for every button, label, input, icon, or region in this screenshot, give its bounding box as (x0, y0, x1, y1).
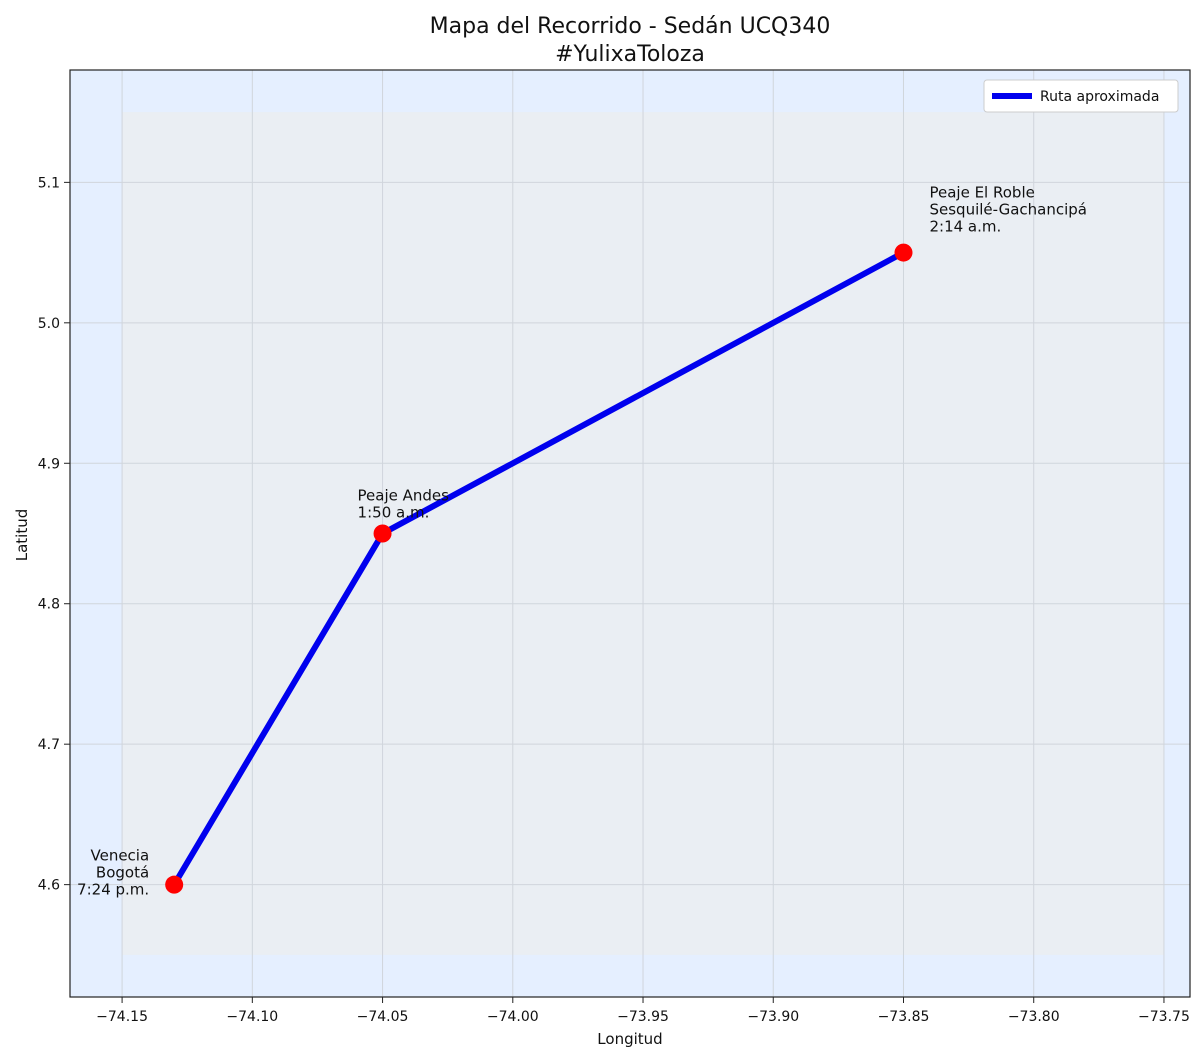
y-tick-label: 4.6 (38, 878, 60, 894)
x-tick-label: −73.95 (617, 1009, 669, 1025)
x-tick-label: −74.00 (487, 1009, 539, 1025)
point-label: Bogotá (96, 864, 149, 882)
y-tick-label: 4.8 (38, 597, 60, 613)
y-axis-label: Latitud (13, 509, 31, 562)
point-label: Venecia (91, 847, 150, 865)
x-tick-label: −74.05 (357, 1009, 409, 1025)
y-tick-label: 5.0 (38, 316, 60, 332)
x-tick-label: −73.90 (747, 1009, 799, 1025)
route-marker (373, 524, 392, 543)
x-tick-label: −73.80 (1008, 1009, 1060, 1025)
legend: Ruta aproximada (983, 79, 1179, 113)
point-label: 1:50 a.m. (358, 504, 430, 522)
chart-title: Mapa del Recorrido - Sedán UCQ340 (430, 14, 831, 39)
x-tick-label: −73.85 (878, 1009, 930, 1025)
x-tick-label: −74.15 (96, 1009, 148, 1025)
route-marker (165, 875, 184, 894)
legend-route-label: Ruta aproximada (1040, 89, 1159, 105)
x-tick-label: −74.10 (226, 1009, 278, 1025)
y-axis: 4.6 4.7 4.8 4.9 5.0 5.1 (38, 175, 70, 894)
legend-box (983, 79, 1179, 113)
x-tick-label: −73.75 (1138, 1009, 1190, 1025)
chart-subtitle: #YulixaToloza (555, 42, 705, 67)
plot-frame (69, 69, 1191, 998)
point-label: 7:24 p.m. (77, 881, 149, 899)
x-axis: −74.15 −74.10 −74.05 −74.00 −73.95 −73.90 −73.… (96, 997, 1190, 1025)
point-label: Sesquilé-Gachancipá (929, 201, 1087, 219)
point-label: Peaje El Roble (929, 184, 1034, 202)
point-label: Peaje Andes (358, 487, 450, 505)
grid-lines (70, 70, 1190, 997)
route-marker (894, 243, 913, 262)
y-tick-label: 4.9 (38, 456, 60, 472)
y-tick-label: 5.1 (38, 175, 60, 191)
x-axis-label: Longitud (597, 1030, 662, 1048)
y-tick-label: 4.7 (38, 737, 60, 753)
route-markers (165, 243, 913, 894)
point-label: 2:14 a.m. (929, 218, 1001, 236)
